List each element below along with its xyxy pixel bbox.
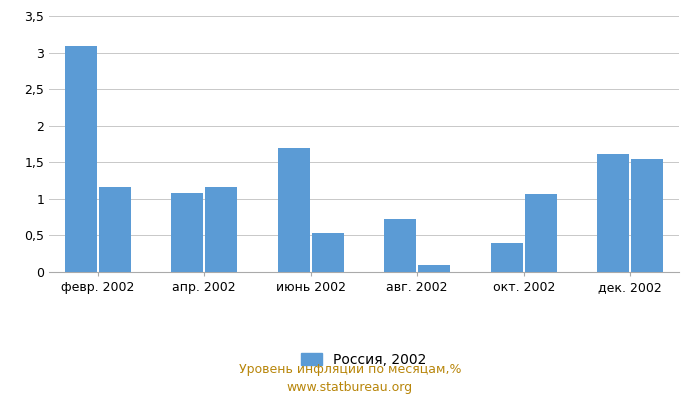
- Bar: [278, 148, 310, 272]
- Bar: [597, 154, 629, 272]
- Bar: [524, 194, 556, 272]
- Bar: [205, 187, 237, 272]
- Bar: [491, 243, 523, 272]
- Legend: Россия, 2002: Россия, 2002: [296, 348, 432, 372]
- Bar: [65, 46, 97, 272]
- Bar: [312, 233, 344, 272]
- Bar: [99, 187, 131, 272]
- Text: www.statbureau.org: www.statbureau.org: [287, 382, 413, 394]
- Bar: [172, 193, 204, 272]
- Text: Уровень инфляции по месяцам,%: Уровень инфляции по месяцам,%: [239, 364, 461, 376]
- Bar: [384, 219, 416, 272]
- Bar: [418, 266, 450, 272]
- Bar: [631, 159, 663, 272]
